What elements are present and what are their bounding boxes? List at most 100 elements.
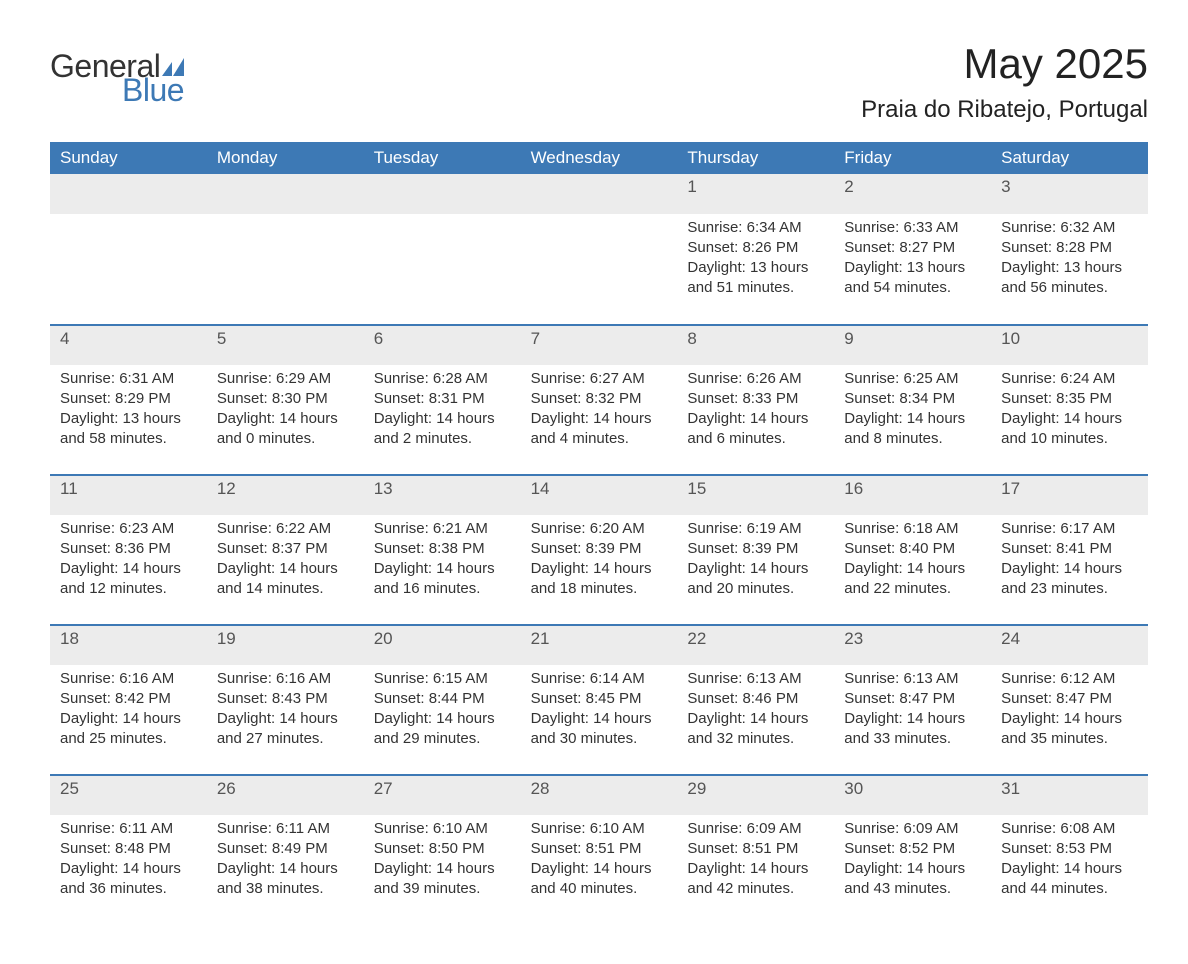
day-sunset: Sunset: 8:29 PM: [60, 389, 197, 409]
day-number: [521, 174, 678, 214]
day-sunset: Sunset: 8:51 PM: [531, 839, 668, 859]
day-daylight1: Daylight: 14 hours: [687, 559, 824, 579]
day-daylight1: Daylight: 14 hours: [844, 859, 981, 879]
day-sunset: Sunset: 8:42 PM: [60, 689, 197, 709]
day-cell: Sunrise: 6:14 AMSunset: 8:45 PMDaylight:…: [521, 665, 678, 773]
day-sunrise: Sunrise: 6:17 AM: [1001, 519, 1138, 539]
day-cell: Sunrise: 6:12 AMSunset: 8:47 PMDaylight:…: [991, 665, 1148, 773]
day-number: 24: [991, 626, 1148, 665]
day-daylight2: and 6 minutes.: [687, 429, 824, 449]
day-daylight1: Daylight: 13 hours: [1001, 258, 1138, 278]
day-number: 29: [677, 776, 834, 815]
day-daylight1: Daylight: 13 hours: [60, 409, 197, 429]
day-daylight1: Daylight: 14 hours: [60, 859, 197, 879]
day-cell: Sunrise: 6:09 AMSunset: 8:51 PMDaylight:…: [677, 815, 834, 923]
day-daylight1: Daylight: 14 hours: [60, 709, 197, 729]
weeks-container: 123Sunrise: 6:34 AMSunset: 8:26 PMDaylig…: [50, 174, 1148, 922]
dayhead-wednesday: Wednesday: [521, 142, 678, 174]
day-cell: Sunrise: 6:13 AMSunset: 8:47 PMDaylight:…: [834, 665, 991, 773]
day-cell: Sunrise: 6:25 AMSunset: 8:34 PMDaylight:…: [834, 365, 991, 473]
day-daylight2: and 14 minutes.: [217, 579, 354, 599]
day-number: 3: [991, 174, 1148, 214]
day-daylight2: and 18 minutes.: [531, 579, 668, 599]
page-title: May 2025: [861, 40, 1148, 88]
day-cell: Sunrise: 6:16 AMSunset: 8:43 PMDaylight:…: [207, 665, 364, 773]
day-daylight2: and 23 minutes.: [1001, 579, 1138, 599]
day-sunset: Sunset: 8:34 PM: [844, 389, 981, 409]
day-daylight2: and 12 minutes.: [60, 579, 197, 599]
day-cell: Sunrise: 6:08 AMSunset: 8:53 PMDaylight:…: [991, 815, 1148, 923]
day-sunset: Sunset: 8:31 PM: [374, 389, 511, 409]
day-number: 18: [50, 626, 207, 665]
day-daylight1: Daylight: 14 hours: [1001, 859, 1138, 879]
day-daylight1: Daylight: 14 hours: [687, 709, 824, 729]
day-number: [207, 174, 364, 214]
day-sunset: Sunset: 8:53 PM: [1001, 839, 1138, 859]
day-number: 15: [677, 476, 834, 515]
day-daylight1: Daylight: 14 hours: [374, 709, 511, 729]
day-sunrise: Sunrise: 6:10 AM: [374, 819, 511, 839]
day-sunrise: Sunrise: 6:31 AM: [60, 369, 197, 389]
day-number: 8: [677, 326, 834, 365]
day-sunset: Sunset: 8:38 PM: [374, 539, 511, 559]
day-daylight2: and 43 minutes.: [844, 879, 981, 899]
day-sunset: Sunset: 8:27 PM: [844, 238, 981, 258]
day-sunset: Sunset: 8:35 PM: [1001, 389, 1138, 409]
logo: General Blue: [50, 50, 190, 106]
day-cell: Sunrise: 6:34 AMSunset: 8:26 PMDaylight:…: [677, 214, 834, 323]
day-sunrise: Sunrise: 6:22 AM: [217, 519, 354, 539]
day-number: 28: [521, 776, 678, 815]
day-cell: Sunrise: 6:21 AMSunset: 8:38 PMDaylight:…: [364, 515, 521, 623]
day-cell: Sunrise: 6:10 AMSunset: 8:50 PMDaylight:…: [364, 815, 521, 923]
day-daylight2: and 8 minutes.: [844, 429, 981, 449]
day-sunrise: Sunrise: 6:20 AM: [531, 519, 668, 539]
day-number: 31: [991, 776, 1148, 815]
day-sunrise: Sunrise: 6:18 AM: [844, 519, 981, 539]
header: General Blue May 2025 Praia do Ribatejo,…: [50, 40, 1148, 124]
day-daylight2: and 10 minutes.: [1001, 429, 1138, 449]
day-daylight2: and 30 minutes.: [531, 729, 668, 749]
day-sunrise: Sunrise: 6:16 AM: [217, 669, 354, 689]
day-daylight1: Daylight: 14 hours: [844, 709, 981, 729]
day-number: 10: [991, 326, 1148, 365]
dayhead-tuesday: Tuesday: [364, 142, 521, 174]
day-daylight1: Daylight: 14 hours: [531, 559, 668, 579]
dayhead-sunday: Sunday: [50, 142, 207, 174]
day-number: 30: [834, 776, 991, 815]
day-daylight1: Daylight: 14 hours: [687, 409, 824, 429]
day-sunrise: Sunrise: 6:16 AM: [60, 669, 197, 689]
day-daylight2: and 29 minutes.: [374, 729, 511, 749]
day-sunset: Sunset: 8:47 PM: [1001, 689, 1138, 709]
day-cell: [364, 214, 521, 323]
day-daylight1: Daylight: 14 hours: [217, 559, 354, 579]
day-number: 4: [50, 326, 207, 365]
day-daylight2: and 42 minutes.: [687, 879, 824, 899]
day-daylight1: Daylight: 14 hours: [1001, 559, 1138, 579]
dayhead-thursday: Thursday: [677, 142, 834, 174]
day-daylight2: and 36 minutes.: [60, 879, 197, 899]
day-number: 6: [364, 326, 521, 365]
day-sunrise: Sunrise: 6:12 AM: [1001, 669, 1138, 689]
day-daylight2: and 25 minutes.: [60, 729, 197, 749]
day-number: 22: [677, 626, 834, 665]
day-cell: Sunrise: 6:19 AMSunset: 8:39 PMDaylight:…: [677, 515, 834, 623]
day-number-row: 11121314151617: [50, 476, 1148, 515]
day-daylight2: and 22 minutes.: [844, 579, 981, 599]
day-sunrise: Sunrise: 6:27 AM: [531, 369, 668, 389]
day-sunset: Sunset: 8:46 PM: [687, 689, 824, 709]
day-cell: Sunrise: 6:22 AMSunset: 8:37 PMDaylight:…: [207, 515, 364, 623]
day-sunrise: Sunrise: 6:10 AM: [531, 819, 668, 839]
day-daylight2: and 32 minutes.: [687, 729, 824, 749]
day-sunrise: Sunrise: 6:32 AM: [1001, 218, 1138, 238]
day-number: 21: [521, 626, 678, 665]
day-sunset: Sunset: 8:44 PM: [374, 689, 511, 709]
day-daylight2: and 27 minutes.: [217, 729, 354, 749]
day-cell: Sunrise: 6:26 AMSunset: 8:33 PMDaylight:…: [677, 365, 834, 473]
day-number: 9: [834, 326, 991, 365]
day-cell: [207, 214, 364, 323]
day-number: 2: [834, 174, 991, 214]
day-sunrise: Sunrise: 6:09 AM: [844, 819, 981, 839]
day-cell: [521, 214, 678, 323]
day-cell: Sunrise: 6:32 AMSunset: 8:28 PMDaylight:…: [991, 214, 1148, 323]
day-cell: Sunrise: 6:15 AMSunset: 8:44 PMDaylight:…: [364, 665, 521, 773]
